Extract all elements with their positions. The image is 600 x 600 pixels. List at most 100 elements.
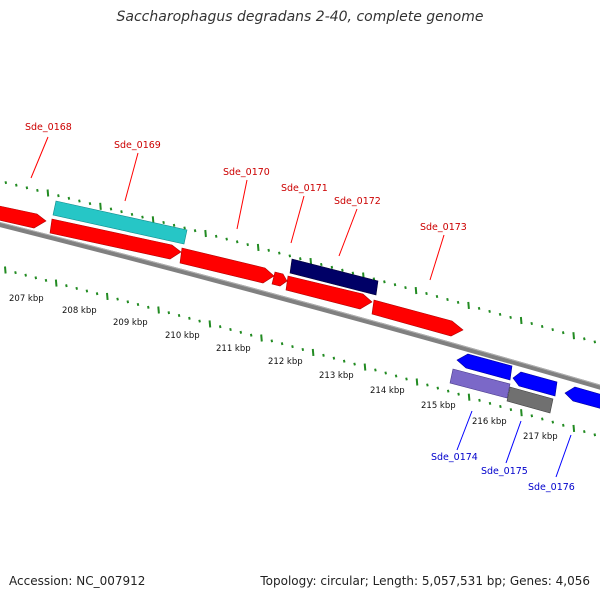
minor-tick	[57, 194, 60, 198]
major-tick	[414, 287, 418, 295]
minor-tick	[301, 347, 305, 352]
kbp-label: 216 kbp	[472, 417, 507, 427]
major-tick	[415, 378, 419, 386]
major-tick	[54, 279, 58, 287]
minor-tick	[404, 286, 407, 290]
gene-arrow-sde-0169[interactable]	[49, 218, 182, 260]
minor-tick	[353, 362, 356, 366]
minor-tick	[85, 289, 89, 293]
gene-arrow-sde-0170[interactable]	[179, 247, 275, 284]
kbp-label: 211 kbp	[216, 344, 251, 354]
gene-arrow-sde-0172[interactable]	[285, 275, 373, 310]
major-tick	[151, 216, 155, 224]
minor-tick	[446, 389, 450, 393]
gene-label[interactable]: Sde_0171	[281, 183, 328, 194]
feature-navy[interactable]	[289, 258, 379, 296]
gene-arrow-sde-0176[interactable]	[564, 386, 600, 411]
minor-tick	[193, 229, 197, 233]
feature-purple[interactable]	[449, 368, 511, 399]
genome-backbone	[0, 221, 600, 390]
kbp-label: 214 kbp	[370, 386, 405, 396]
genome-backbone-highlight	[0, 222, 600, 386]
kbp-label: 207 kbp	[9, 294, 44, 304]
minor-tick	[278, 251, 281, 255]
gene-label[interactable]: Sde_0175	[481, 466, 528, 477]
minor-tick	[246, 243, 249, 247]
minor-tick	[383, 280, 386, 284]
gene-label[interactable]: Sde_0169	[114, 140, 161, 151]
genome-summary-text: Topology: circular; Length: 5,057,531 bp…	[260, 574, 590, 588]
minor-tick	[88, 202, 92, 206]
minor-tick	[436, 386, 440, 390]
minor-tick	[498, 312, 502, 316]
minor-tick	[109, 207, 113, 211]
minor-tick	[341, 268, 344, 272]
minor-tick	[478, 398, 481, 402]
minor-tick	[583, 430, 586, 434]
outer-tick-track	[4, 181, 597, 344]
minor-tick	[34, 276, 38, 280]
minor-tick	[24, 273, 27, 277]
gene-label[interactable]: Sde_0174	[431, 452, 478, 463]
minor-tick	[351, 271, 355, 275]
minor-tick	[214, 234, 218, 238]
gene-labels: Sde_0168 Sde_0169 Sde_0170 Sde_0171 Sde_…	[25, 122, 575, 493]
major-tick	[157, 306, 160, 314]
minor-tick	[593, 340, 597, 344]
gene-arrow-sde-0168[interactable]	[0, 204, 47, 229]
minor-tick	[167, 311, 171, 315]
gene-arrow-sde-0175[interactable]	[512, 371, 558, 397]
feature-cyan[interactable]	[52, 200, 188, 245]
minor-tick	[426, 383, 429, 387]
minor-tick	[188, 316, 191, 320]
minor-tick	[162, 220, 165, 225]
major-tick	[46, 189, 50, 197]
gene-label[interactable]: Sde_0170	[223, 167, 270, 178]
minor-tick	[322, 353, 325, 357]
minor-tick	[405, 377, 408, 381]
minor-tick	[65, 284, 68, 288]
minor-tick	[218, 325, 222, 329]
major-tick	[519, 316, 523, 325]
major-tick	[572, 424, 576, 432]
minor-tick	[116, 297, 119, 301]
minor-tick	[95, 292, 99, 296]
minor-tick	[67, 196, 71, 200]
minor-tick	[583, 337, 586, 341]
minor-tick	[239, 330, 243, 334]
minor-tick	[270, 339, 274, 343]
minor-tick	[267, 248, 270, 252]
gene-arrow-sde-0173[interactable]	[371, 299, 464, 337]
reverse-gene-track	[456, 353, 600, 411]
minor-tick	[25, 186, 29, 190]
minor-tick	[530, 321, 533, 326]
gene-label[interactable]: Sde_0172	[334, 196, 381, 207]
minor-tick	[456, 300, 460, 304]
gene-label-leaders	[30, 136, 572, 478]
minor-tick	[330, 265, 334, 269]
kbp-label: 208 kbp	[62, 306, 97, 316]
accession-text: Accession: NC_007912	[9, 574, 146, 588]
minor-tick	[130, 212, 134, 216]
gene-label[interactable]: Sde_0176	[528, 482, 575, 493]
gene-arrow-sde-0171[interactable]	[271, 271, 288, 287]
minor-tick	[509, 408, 513, 412]
minor-tick	[384, 371, 387, 375]
minor-tick	[288, 254, 292, 258]
major-tick	[99, 202, 102, 210]
gene-label[interactable]: Sde_0168	[25, 122, 72, 133]
feature-gray[interactable]	[506, 386, 554, 414]
minor-tick	[457, 392, 460, 396]
minor-tick	[75, 286, 78, 290]
minor-tick	[394, 374, 398, 378]
gene-arrow-sde-0174[interactable]	[456, 353, 513, 381]
minor-tick	[225, 237, 228, 241]
kbp-label: 213 kbp	[319, 371, 354, 381]
map-title: Saccharophagus degradans 2-40, complete …	[116, 9, 484, 25]
minor-tick	[44, 278, 48, 282]
major-tick	[208, 320, 212, 328]
gene-label[interactable]: Sde_0173	[420, 222, 467, 233]
minor-tick	[393, 283, 397, 287]
minor-tick	[36, 188, 39, 192]
minor-tick	[488, 401, 492, 405]
